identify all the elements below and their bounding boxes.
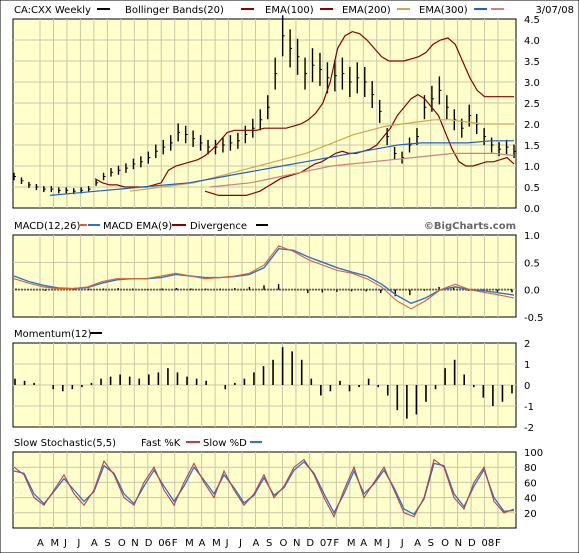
price-y-tick: 2.5 — [524, 99, 540, 110]
price-y-tick: 4.0 — [524, 36, 540, 47]
fast-k-line — [13, 458, 515, 518]
x-tick-label: A — [414, 538, 421, 549]
watermark: ©BigCharts.com — [424, 221, 516, 232]
ema200-label: EMA(200) — [342, 5, 391, 16]
x-tick-label: F — [495, 538, 501, 549]
x-tick-label: J — [225, 538, 229, 549]
stoch-plot-area — [12, 451, 517, 529]
ema100-label: EMA(100) — [265, 5, 314, 16]
x-tick-label: J — [400, 538, 404, 549]
price-y-tick: 3.0 — [524, 78, 540, 89]
x-tick-label: M — [374, 538, 383, 549]
x-tick-label: F — [172, 538, 178, 549]
macd-label: MACD(12,26) — [14, 221, 81, 232]
price-y-tick: 3.5 — [524, 57, 540, 68]
x-tick-label: M — [347, 538, 356, 549]
slow-d-line — [13, 460, 515, 516]
macd-line — [13, 245, 515, 310]
x-tick-label: N — [131, 538, 138, 549]
stoch-y-tick: 100 — [524, 448, 543, 459]
macd-panel: 1.0 0.5 0.0 -0.5 — [12, 231, 544, 324]
momentum-y-tick: 0 — [524, 381, 530, 392]
x-tick-label: A — [91, 538, 98, 549]
price-panel: 0.0 0.5 1.0 1.5 2.0 2.5 3.0 3.5 4.0 4.5 — [12, 15, 540, 215]
momentum-label: Momentum(12) — [14, 329, 92, 340]
macd-plot-area — [12, 234, 517, 318]
fast-k-label: Fast %K — [141, 438, 181, 449]
x-tick-label: A — [37, 538, 44, 549]
x-tick-label: O — [441, 538, 449, 549]
x-axis: A M J J A S O N D 06 F M A M J J A S O N D 07 F M A M J J A S O N D 08 F — [37, 538, 501, 549]
x-tick-label: O — [279, 538, 287, 549]
price-y-tick: 0.5 — [524, 183, 540, 194]
divergence-label: Divergence — [190, 221, 247, 232]
stochastic-panel: 100 80 60 40 20 — [12, 448, 543, 529]
x-tick-label: D — [306, 538, 314, 549]
x-tick-label: J — [238, 538, 242, 549]
x-tick-label: O — [118, 538, 126, 549]
macd-ema-line — [13, 247, 515, 305]
price-series-line-3 — [129, 119, 514, 192]
stoch-label: Slow Stochastic(5,5) — [14, 438, 116, 449]
price-series-line-5 — [209, 152, 515, 188]
macd-ema-label: MACD EMA(9) — [103, 221, 172, 232]
macd-y-tick: -0.5 — [524, 313, 544, 324]
slow-d-label: Slow %D — [203, 438, 247, 449]
x-tick-label: N — [455, 538, 462, 549]
x-tick-label: M — [50, 538, 59, 549]
x-tick-label: J — [386, 538, 390, 549]
x-tick-label: M — [185, 538, 194, 549]
price-series-line-1 — [94, 30, 514, 188]
macd-y-tick: 1.0 — [524, 231, 540, 242]
x-tick-label: D — [468, 538, 476, 549]
x-tick-label: J — [63, 538, 67, 549]
stoch-y-tick: 80 — [524, 463, 537, 474]
x-tick-label: S — [266, 538, 272, 549]
stoch-y-tick: 20 — [524, 509, 537, 520]
x-tick-label: D — [145, 538, 153, 549]
chart-date: 3/07/08 — [535, 5, 574, 16]
bollinger-label: Bollinger Bands(20) — [125, 5, 224, 16]
momentum-y-tick: -1 — [524, 402, 534, 413]
x-tick-label: N — [293, 538, 300, 549]
price-y-tick: 1.0 — [524, 162, 540, 173]
x-tick-label: A — [253, 538, 260, 549]
price-series-line-4 — [49, 140, 514, 196]
ema300-label: EMA(300) — [419, 5, 468, 16]
momentum-y-tick: 2 — [524, 339, 530, 350]
x-tick-label: F — [333, 538, 339, 549]
momentum-panel: 2 1 0 -1 -2 — [12, 339, 534, 434]
x-tick-label: S — [428, 538, 434, 549]
macd-y-tick: 0.0 — [524, 286, 540, 297]
stoch-y-tick: 60 — [524, 478, 537, 489]
price-y-tick: 2.0 — [524, 120, 540, 131]
macd-y-tick: 0.5 — [524, 258, 540, 269]
x-tick-label: 07 — [320, 538, 333, 549]
price-y-tick: 1.5 — [524, 141, 540, 152]
x-tick-label: A — [199, 538, 206, 549]
x-tick-label: A — [360, 538, 367, 549]
x-tick-label: 08 — [482, 538, 495, 549]
price-y-tick: 0.0 — [524, 204, 540, 215]
price-plot-area — [12, 18, 517, 209]
x-tick-label: S — [104, 538, 110, 549]
x-tick-label: M — [212, 538, 221, 549]
x-tick-label: J — [76, 538, 80, 549]
momentum-y-tick: -2 — [524, 423, 534, 434]
momentum-y-tick: 1 — [524, 360, 530, 371]
x-tick-label: 06 — [158, 538, 171, 549]
symbol-label: CA:CXX Weekly — [14, 5, 91, 16]
price-y-tick: 4.5 — [524, 15, 540, 26]
stoch-y-tick: 40 — [524, 494, 537, 505]
